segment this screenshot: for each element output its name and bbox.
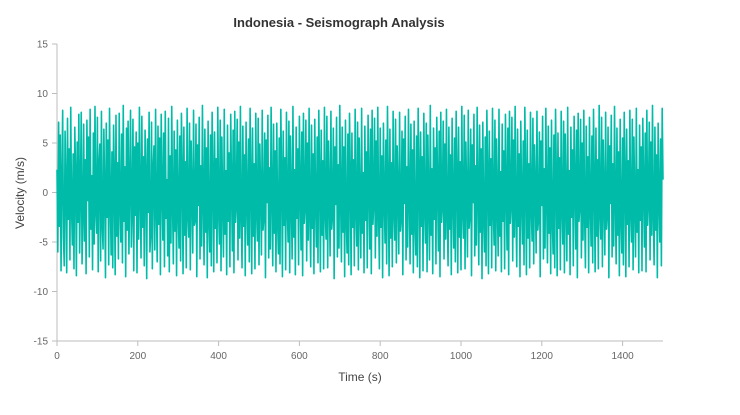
x-tick-label: 600 — [291, 351, 308, 362]
x-tick-label: 200 — [129, 351, 146, 362]
y-tick-label: 15 — [37, 40, 49, 51]
x-tick-label: 1200 — [531, 351, 554, 362]
y-tick-label: 5 — [42, 139, 48, 150]
y-tick-label: 0 — [42, 188, 48, 199]
y-tick-label: -15 — [34, 337, 49, 348]
y-tick-label: -5 — [39, 238, 48, 249]
series-line — [56, 104, 664, 280]
plot-area — [56, 104, 664, 280]
x-axis-label: Time (s) — [338, 370, 382, 384]
x-axis: 0 200 400 600 800 1000 1200 1400 — [54, 340, 663, 362]
x-tick-label: 0 — [54, 351, 60, 362]
x-tick-label: 1400 — [611, 351, 634, 362]
y-tick-label: -10 — [34, 287, 49, 298]
y-axis: 15 10 5 0 -5 -10 -15 — [34, 40, 58, 348]
chart-title: Indonesia - Seismograph Analysis — [233, 15, 444, 30]
x-tick-label: 1000 — [450, 351, 473, 362]
y-tick-label: 10 — [37, 89, 49, 100]
y-axis-label: Velocity (m/s) — [13, 157, 27, 229]
x-tick-label: 800 — [372, 351, 389, 362]
x-tick-label: 400 — [210, 351, 227, 362]
